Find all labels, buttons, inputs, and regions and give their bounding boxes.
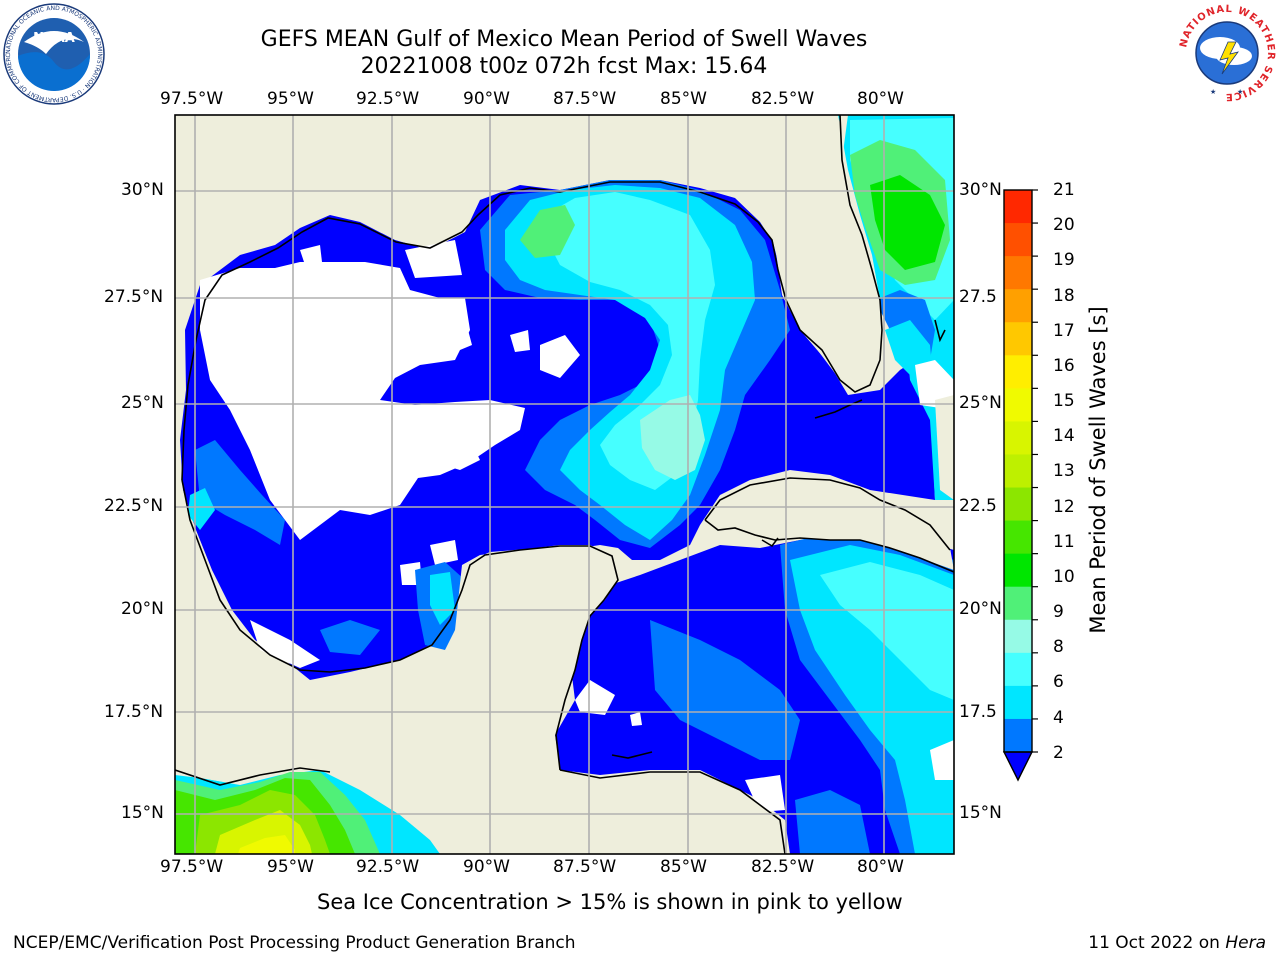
chart-title: GEFS MEAN Gulf of Mexico Mean Period of … [260, 27, 868, 52]
colorbar-label: Mean Period of Swell Waves [s] [1086, 306, 1110, 634]
colorbar-segment [1004, 487, 1032, 522]
lat-tick-left: 25°N [121, 393, 164, 413]
colorbar-segment [1004, 289, 1032, 323]
lon-tick-top: 80°W [857, 89, 904, 109]
colorbar-segment [1004, 520, 1032, 555]
colorbar-segment [1004, 619, 1032, 654]
colorbar-segment [1004, 388, 1032, 423]
colorbar-segment [1004, 421, 1032, 456]
colorbar-segment [1004, 190, 1032, 224]
sea-ice-note: Sea Ice Concentration > 15% is shown in … [317, 890, 903, 914]
colorbar-segment [1004, 322, 1032, 356]
colorbar-under-triangle [1002, 751, 1034, 782]
colorbar-tick: 21 [1053, 180, 1075, 200]
lon-tick-top: 92.5°W [356, 89, 420, 109]
colorbar-segment [1004, 454, 1032, 489]
lon-tick-bottom: 82.5°W [751, 857, 815, 877]
colorbar-segment [1004, 685, 1032, 720]
colorbar-tick: 14 [1053, 426, 1075, 446]
colorbar-segment [1004, 718, 1032, 753]
lat-tick-left: 17.5°N [104, 702, 164, 722]
colorbar-tick: 13 [1053, 461, 1075, 481]
cuba-land [705, 478, 954, 570]
colorbar-tick: 19 [1053, 250, 1075, 270]
lon-tick-top: 95°W [267, 89, 314, 109]
swell-band-10-11-atlantic [870, 175, 945, 270]
colorbar-outline [1003, 189, 1033, 753]
lon-tick-bottom: 87.5°W [553, 857, 617, 877]
colorbar-tick: 20 [1053, 215, 1075, 235]
noaa-logo: NATIONAL OCEANIC AND ATMOSPHERIC ADMINIS… [2, 2, 105, 105]
lat-tick-right: 25°N [959, 393, 1002, 413]
no-data-west-gulf [200, 262, 525, 540]
lat-tick-left: 20°N [121, 599, 164, 619]
lon-tick-top: 85°W [660, 89, 707, 109]
lat-tick-left: 22.5°N [104, 496, 164, 516]
colorbar-segment [1004, 256, 1032, 290]
lon-tick-bottom: 95°W [267, 857, 314, 877]
svg-text:NOAA: NOAA [33, 31, 75, 46]
lat-tick-right: 22.5 [959, 496, 997, 516]
svg-text:★: ★ [1237, 88, 1243, 96]
colorbar-tick: 18 [1053, 286, 1075, 306]
nws-logo: NATIONAL WEATHER SERVICE ★ ★ [1178, 4, 1276, 102]
colorbar-tick: 10 [1053, 567, 1075, 587]
colorbar-segment [1004, 586, 1032, 621]
lon-tick-bottom: 90°W [463, 857, 510, 877]
colorbar-tick: 17 [1053, 321, 1075, 341]
lon-tick-bottom: 92.5°W [356, 857, 420, 877]
swell-band-9-10-gulf [520, 205, 575, 258]
footer-date: 11 Oct 2022 on Hera [1088, 933, 1266, 953]
lon-tick-bottom: 80°W [857, 857, 904, 877]
lon-tick-bottom: 85°W [660, 857, 707, 877]
florida-land [760, 115, 882, 390]
colorbar-segment [1004, 553, 1032, 588]
colorbar-segment [1004, 223, 1032, 257]
lat-tick-right: 17.5 [959, 702, 997, 722]
lat-tick-left: 27.5°N [104, 287, 164, 307]
colorbar-tick: 15 [1053, 391, 1075, 411]
lon-tick-top: 82.5°W [751, 89, 815, 109]
colorbar-tick: 6 [1053, 672, 1064, 692]
svg-text:★: ★ [1210, 88, 1216, 96]
lat-tick-left: 15°N [121, 803, 164, 823]
lon-tick-bottom: 97.5°W [160, 857, 224, 877]
lat-tick-right: 27.5 [959, 287, 997, 307]
colorbar-tick: 4 [1053, 708, 1064, 728]
footer-credit: NCEP/EMC/Verification Post Processing Pr… [13, 933, 576, 953]
colorbar-tick: 16 [1053, 356, 1075, 376]
colorbar-segment [1004, 652, 1032, 687]
coastline [175, 115, 954, 854]
lon-tick-top: 90°W [463, 89, 510, 109]
colorbar-tick: 2 [1053, 743, 1064, 763]
lat-tick-right: 20°N [959, 599, 1002, 619]
lat-tick-right: 30°N [959, 180, 1002, 200]
footer-host: Hera [1225, 933, 1266, 953]
lat-tick-right: 15°N [959, 803, 1002, 823]
footer-date-text: 11 Oct 2022 on [1088, 933, 1220, 953]
colorbar-segment [1004, 355, 1032, 389]
colorbar-tick: 12 [1053, 497, 1075, 517]
colorbar-tick: 8 [1053, 637, 1064, 657]
lon-tick-top: 97.5°W [160, 89, 224, 109]
lon-tick-top: 87.5°W [553, 89, 617, 109]
colorbar-tick: 11 [1053, 532, 1075, 552]
forecast-line: 20221008 t00z 072h fcst Max: 15.64 [360, 54, 768, 79]
colorbar-tick: 9 [1053, 602, 1064, 622]
graticule [175, 115, 954, 854]
lat-tick-left: 30°N [121, 180, 164, 200]
